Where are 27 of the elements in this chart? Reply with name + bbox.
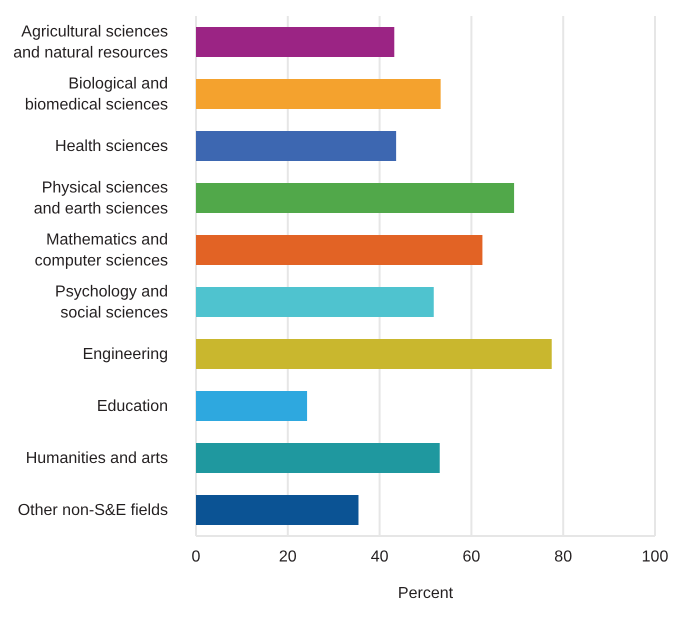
bar [196, 183, 514, 213]
x-tick-label: 80 [554, 548, 572, 566]
y-tick-label: Psychology and social sciences [55, 283, 168, 321]
bar [196, 391, 308, 421]
bar [196, 287, 434, 317]
y-tick-label: Engineering [82, 346, 168, 362]
bar [196, 443, 440, 473]
bar [196, 131, 396, 161]
y-tick-label: Education [96, 398, 168, 414]
y-tick-label: Physical sciences and earth sciences [34, 179, 168, 217]
bar [196, 495, 358, 525]
x-tick-label: 0 [192, 548, 201, 566]
bar [196, 27, 394, 57]
y-tick-label: Health sciences [55, 138, 168, 154]
bar [196, 235, 482, 265]
y-tick-label: Biological and biomedical sciences [24, 75, 168, 113]
x-tick-label: 40 [370, 548, 389, 566]
y-tick-label: Humanities and arts [26, 450, 168, 466]
y-tick-label: Agricultural sciences and natural resources [13, 23, 168, 61]
x-tick-label: 100 [642, 548, 668, 566]
y-tick-label: Other non-S&E fields [18, 502, 168, 518]
x-axis-title: Percent [398, 585, 454, 602]
x-tick-label: 20 [278, 548, 297, 566]
bar [196, 339, 552, 369]
bar [196, 79, 441, 109]
y-tick-label: Mathematics and computer sciences [34, 231, 168, 269]
x-tick-label: 60 [462, 548, 480, 566]
